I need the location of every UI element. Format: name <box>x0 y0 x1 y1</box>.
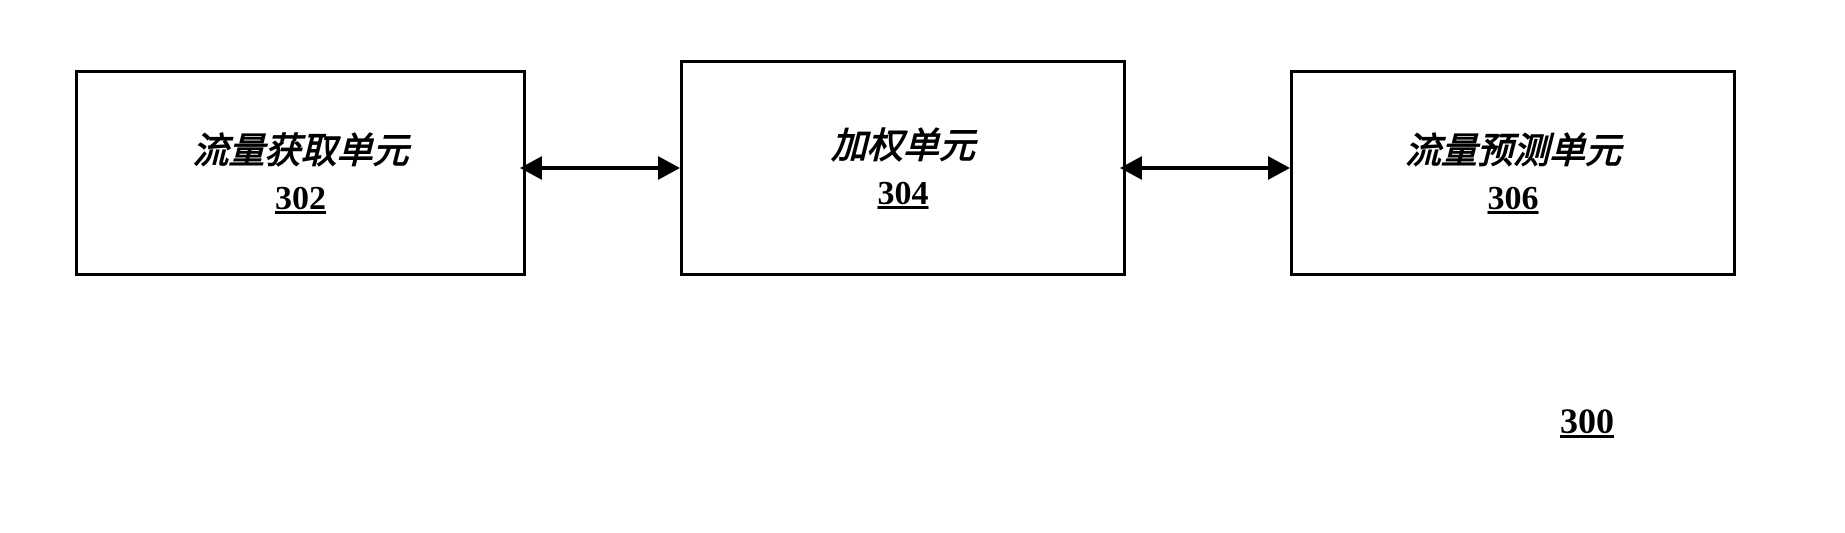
box-title: 加权单元 <box>831 123 975 170</box>
box-flow-prediction-unit: 流量预测单元 306 <box>1290 70 1736 276</box>
box-title: 流量预测单元 <box>1405 128 1621 175</box>
block-diagram: 流量获取单元 302 加权单元 304 流量预测单元 306 300 <box>40 40 1805 493</box>
box-weighting-unit: 加权单元 304 <box>680 60 1126 276</box>
box-number: 304 <box>878 175 929 213</box>
arrow-head-left-icon <box>1120 156 1142 180</box>
box-number: 306 <box>1488 180 1539 218</box>
figure-number: 300 <box>1560 400 1614 442</box>
arrow-head-right-icon <box>1268 156 1290 180</box>
box-number: 302 <box>275 180 326 218</box>
box-flow-acquisition-unit: 流量获取单元 302 <box>75 70 526 276</box>
box-title: 流量获取单元 <box>192 128 408 175</box>
arrow-connector <box>542 166 658 170</box>
arrow-connector <box>1142 166 1268 170</box>
arrow-head-left-icon <box>520 156 542 180</box>
arrow-head-right-icon <box>658 156 680 180</box>
